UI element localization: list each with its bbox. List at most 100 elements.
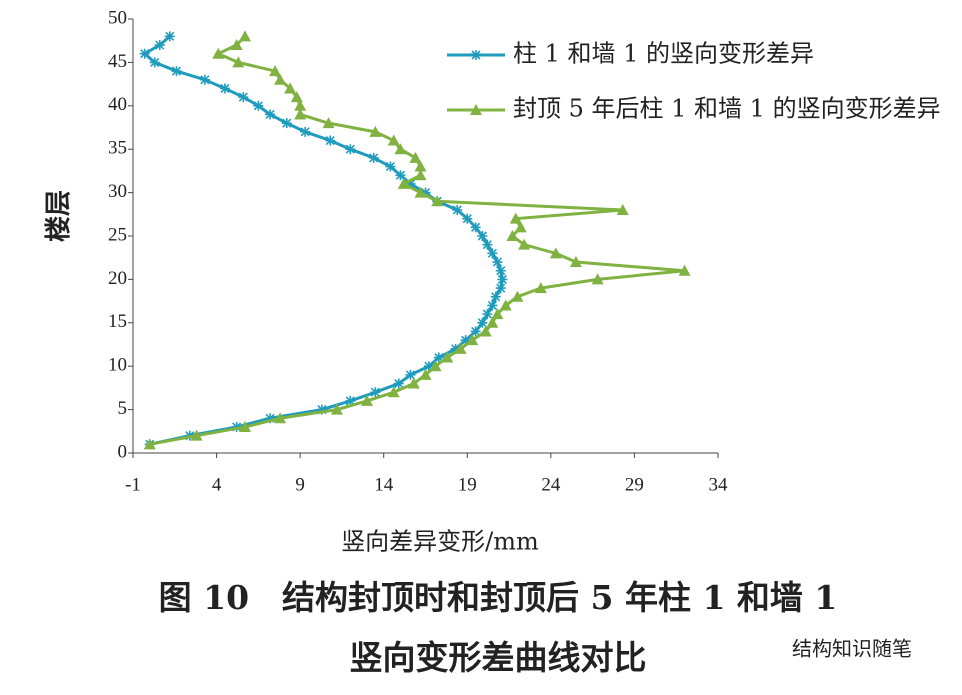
x-tick-label: 34	[709, 474, 729, 495]
x-tick-label: -1	[125, 474, 141, 495]
marker	[230, 39, 243, 51]
marker	[294, 108, 307, 120]
marker	[294, 99, 307, 111]
marker	[452, 204, 463, 215]
marker	[534, 282, 547, 294]
marker	[487, 248, 498, 259]
marker	[466, 334, 479, 346]
legend-label: 柱 1 和墙 1 的竖向变形差异	[513, 40, 814, 68]
marker	[414, 169, 427, 181]
marker	[414, 186, 427, 198]
x-tick-label: 29	[625, 474, 644, 495]
marker	[405, 369, 416, 380]
marker	[368, 152, 379, 163]
chart-title: 图 10 结构封顶时和封顶后 5 年柱 1 和墙 1	[159, 578, 838, 617]
marker	[139, 48, 150, 59]
y-tick-label: 35	[108, 138, 127, 159]
marker	[495, 283, 506, 294]
y-tick-label: 15	[108, 311, 127, 332]
marker	[171, 66, 182, 77]
y-tick-label: 0	[118, 441, 128, 462]
marker	[569, 256, 582, 268]
marker	[477, 317, 488, 328]
x-tick-label: 4	[212, 474, 222, 495]
marker	[591, 273, 604, 285]
x-tick-label: 9	[295, 474, 305, 495]
y-tick-label: 5	[118, 398, 128, 419]
y-tick-label: 40	[108, 94, 127, 115]
marker	[420, 187, 431, 198]
marker	[149, 57, 160, 68]
marker	[190, 429, 203, 441]
marker	[414, 160, 427, 172]
marker	[518, 238, 531, 250]
marker	[486, 316, 499, 328]
marker	[479, 325, 492, 337]
legend-marker	[470, 104, 482, 115]
marker	[265, 413, 276, 424]
marker	[274, 73, 287, 85]
marker	[322, 117, 335, 129]
marker	[281, 118, 292, 129]
marker	[345, 144, 356, 155]
marker	[506, 230, 519, 241]
series-line	[142, 35, 504, 446]
marker	[477, 231, 488, 241]
marker	[470, 326, 481, 337]
marker	[409, 151, 422, 163]
y-tick-label: 45	[108, 51, 127, 72]
marker	[154, 40, 165, 51]
marker	[387, 134, 400, 146]
marker	[395, 170, 406, 181]
marker	[394, 143, 407, 155]
marker	[431, 195, 444, 207]
marker	[429, 360, 442, 372]
marker	[495, 265, 506, 276]
marker	[238, 30, 251, 42]
marker	[441, 351, 454, 363]
marker	[369, 125, 382, 137]
y-tick-label: 20	[108, 268, 127, 289]
x-tick-label: 24	[541, 474, 561, 495]
marker	[300, 126, 311, 137]
marker	[511, 290, 524, 302]
marker	[462, 213, 473, 224]
marker	[265, 109, 276, 120]
marker	[460, 335, 471, 346]
y-tick-label: 30	[108, 181, 127, 202]
marker	[492, 257, 503, 268]
marker	[487, 300, 498, 311]
marker	[490, 291, 501, 302]
marker	[509, 212, 522, 224]
marker	[491, 308, 504, 320]
marker	[678, 264, 691, 276]
marker	[497, 274, 508, 285]
marker	[482, 309, 493, 320]
chart-subtitle: 竖向变形差曲线对比	[350, 638, 647, 677]
marker	[450, 343, 461, 354]
marker	[407, 377, 420, 389]
marker	[238, 420, 251, 432]
marker	[199, 74, 210, 85]
legend-label: 封顶 5 年后柱 1 和墙 1 的竖向变形差异	[513, 95, 941, 123]
marker	[274, 412, 287, 424]
marker	[514, 221, 527, 233]
marker	[269, 65, 282, 77]
marker	[253, 100, 264, 111]
marker	[143, 438, 156, 450]
marker	[212, 47, 225, 59]
marker	[330, 403, 343, 415]
marker	[433, 352, 444, 363]
y-tick-label: 25	[108, 224, 127, 245]
marker	[470, 222, 481, 233]
marker	[499, 299, 512, 311]
marker	[219, 83, 230, 94]
marker	[232, 56, 245, 68]
x-tick-label: 14	[374, 474, 394, 495]
marker	[423, 361, 434, 372]
marker	[419, 368, 432, 380]
marker	[325, 135, 336, 146]
marker	[387, 386, 400, 398]
y-axis-label: 楼层	[44, 190, 74, 242]
marker	[549, 247, 562, 259]
